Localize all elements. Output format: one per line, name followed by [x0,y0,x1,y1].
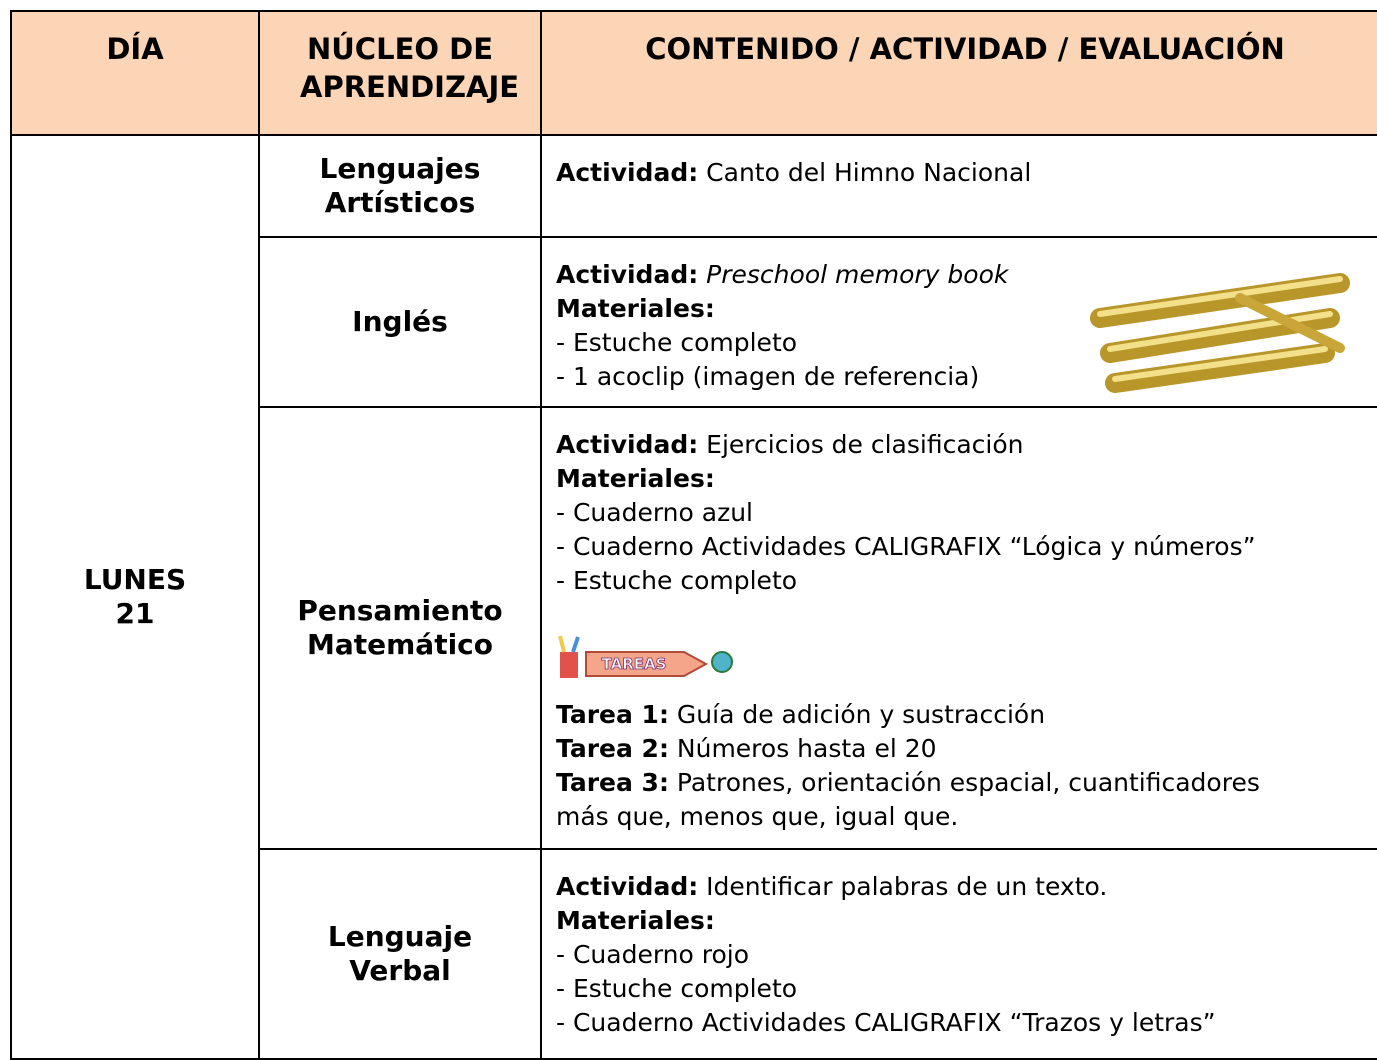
nucleo-cell: Lenguaje Verbal [258,848,542,1060]
text: - Cuaderno azul [556,498,753,527]
label: Tarea 2: [556,734,669,763]
page-body: DÍA NÚCLEO DE APRENDIZAJE CONTENIDO / ACTI… [10,10,1377,1060]
content-line: Materiales: [556,462,1374,496]
spacer [556,682,1374,698]
label: Actividad: [556,158,699,187]
nucleo-line: Lenguaje [327,920,473,953]
nucleo-line: Lenguajes [319,152,481,185]
text: - Cuaderno Actividades CALIGRAFIX “Trazo… [556,1008,1216,1037]
content-line: - Cuaderno Actividades CALIGRAFIX “Trazo… [556,1006,1374,1040]
table-row: LUNES 21 Lenguajes Artísticos Actividad: Can… [10,134,1377,1060]
content-line: - Estuche completo [556,972,1374,1006]
label: Materiales: [556,464,715,493]
clip-shine [1112,346,1328,382]
header-row: DÍA NÚCLEO DE APRENDIZAJE CONTENIDO / ACTI… [10,10,1377,136]
text: - Cuaderno Actividades CALIGRAFIX “Lógic… [556,532,1256,561]
label: Materiales: [556,294,715,323]
label: Tarea 3: [556,768,669,797]
clip-bar [1090,273,1350,328]
pencil [571,636,580,653]
header-cell: CONTENIDO / ACTIVIDAD / EVALUACIÓN [540,10,1377,136]
text: Ejercicios de clasificación [706,430,1024,459]
italic-text: Preschool memory book [706,260,1009,289]
label: Actividad: [556,260,699,289]
schedule-table: DÍA NÚCLEO DE APRENDIZAJE CONTENIDO / ACTI… [10,10,1377,1060]
nucleo-line: Verbal [349,954,451,987]
clip-bar [1105,343,1335,393]
globe [711,651,733,673]
tareas-block: Tarea 1: Guía de adición y sustracción Ta… [556,698,1316,834]
content-cell: Actividad: Ejercicios de clasificación Ma… [540,406,1377,850]
content-cell: Actividad: Identificar palabras de un te… [540,848,1377,1060]
content-line: Tarea 2: Números hasta el 20 [556,732,1316,766]
text: Identificar palabras de un texto. [706,872,1108,901]
content-line: Actividad: Preschool memory book [556,258,1374,292]
clip-arm [1235,293,1345,353]
content-line: Tarea 3: Patrones, orientación espacial,… [556,766,1316,834]
text: Números hasta el 20 [676,734,937,763]
nucleo-line: Pensamiento [297,594,503,627]
label: Tarea 1: [556,700,669,729]
content-line: - Estuche completo [556,326,1374,360]
clip-shine [1097,276,1343,317]
content-cell: Actividad: Preschool memory book Material… [540,236,1377,408]
content-line: - 1 acoclip (imagen de referencia) [556,360,1374,394]
nucleo-line: Artísticos [324,186,476,219]
content-line: Actividad: Ejercicios de clasificación [556,428,1374,462]
header-cell: NÚCLEO DE APRENDIZAJE [258,10,542,136]
text: - Estuche completo [556,974,798,1003]
content-line: - Estuche completo [556,564,1374,598]
nucleo-line: Matemático [306,628,494,661]
header-cell: DÍA [10,10,260,136]
table-row: Lenguaje Verbal Actividad: Identificar pal… [11,848,1377,1060]
content-line: Tarea 1: Guía de adición y sustracción [556,698,1316,732]
text: Patrones, orientación espacial, cuantifi… [556,768,1260,831]
spacer [556,598,1374,632]
table-row: Pensamiento Matemático Actividad: Ejercici… [11,406,1377,850]
acoclip-image [1090,273,1350,393]
nucleo-cell: Inglés [258,236,542,408]
table-row: Inglés Actividad: Preschool memory book Ma… [11,236,1377,408]
text: Guía de adición y sustracción [676,700,1046,729]
content-line: Materiales: [556,292,1374,326]
day-line: LUNES [83,563,187,596]
text: Canto del Himno Nacional [706,158,1032,187]
content-cell: Actividad: Canto del Himno Nacional [540,134,1377,238]
label: Actividad: [556,430,699,459]
content-line: Materiales: [556,904,1374,938]
pencil-body [585,651,709,677]
label: Actividad: [556,872,699,901]
nucleo-line: Inglés [352,305,448,338]
content-line: - Cuaderno azul [556,496,1374,530]
page: {"table": { "header": ["DÍA", "NÚCLEO DE… [10,10,1377,1060]
icon-label: TAREAS [602,655,667,673]
tareas-icon: TAREAS [558,635,733,678]
day-line: 21 [115,597,155,630]
content-line: - Cuaderno rojo [556,938,1374,972]
content-line: Actividad: Identificar palabras de un te… [556,870,1374,904]
content-line: Actividad: Canto del Himno Nacional [556,156,1374,190]
nucleo-cell: Lenguajes Artísticos [258,134,542,238]
nucleo-cell: Pensamiento Matemático [258,406,542,850]
cup [560,652,578,678]
content-line: - Cuaderno Actividades CALIGRAFIX “Lógic… [556,530,1374,564]
text: - Estuche completo [556,566,798,595]
label: Materiales: [556,906,715,935]
text: - Estuche completo [556,328,798,357]
day-cell: LUNES 21 [10,134,260,1060]
text: - 1 acoclip (imagen de referencia) [556,362,980,391]
table-body: LUNES 21 Lenguajes Artísticos Actividad: Can… [10,134,1377,1060]
text: - Cuaderno rojo [556,940,750,969]
pencil [558,635,566,653]
